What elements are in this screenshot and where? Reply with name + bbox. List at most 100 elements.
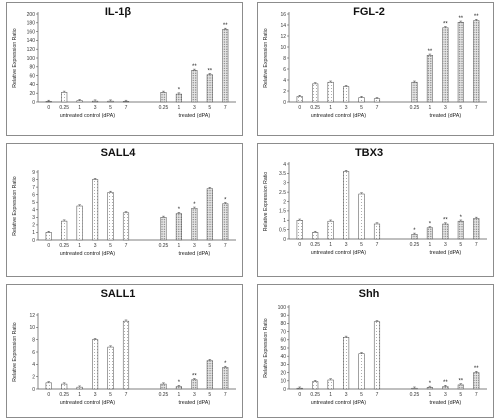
significance-mark: * <box>224 197 227 203</box>
bar <box>312 232 319 240</box>
bar <box>296 220 303 240</box>
y-tick-label: 7 <box>32 185 35 191</box>
y-tick-label: 2 <box>283 199 286 205</box>
chart-title: SALL1 <box>101 288 136 300</box>
bar <box>122 320 130 390</box>
y-tick-label: 60 <box>29 73 35 79</box>
bar <box>61 220 68 241</box>
bar <box>122 212 130 241</box>
bar <box>222 29 229 103</box>
x-tick-label: 5 <box>360 242 363 248</box>
x-tick-label: 5 <box>360 105 363 111</box>
y-tick-label: 20 <box>280 370 286 376</box>
x-tick-label: 7 <box>125 243 128 249</box>
significance-mark: * <box>178 88 181 94</box>
y-tick-label: 1 <box>32 230 35 236</box>
x-tick-label: 7 <box>475 242 478 248</box>
x-tick-label: 3 <box>444 242 447 248</box>
y-tick-label: 3 <box>283 181 286 187</box>
bar <box>442 386 449 390</box>
bar <box>411 234 418 240</box>
y-tick-label: 8 <box>283 56 286 62</box>
y-tick-label: 12 <box>280 34 286 40</box>
x-tick-label: 3 <box>345 392 348 398</box>
chart-panel-3: TBX3 Relative Expression Ratio 0 0.5 1 1.5 2 2.… <box>257 143 494 277</box>
x-tick-label: 7 <box>125 105 128 111</box>
bar <box>411 387 418 390</box>
x-tick-label: 0.25 <box>159 243 169 249</box>
group-label: treated (dPA) <box>430 113 462 119</box>
bar <box>160 383 167 390</box>
y-tick-label: 1 <box>283 218 286 224</box>
y-tick-label: 6 <box>32 350 35 356</box>
y-tick-label: 80 <box>29 65 35 71</box>
bar <box>327 81 334 103</box>
chart-title: TBX3 <box>355 147 383 159</box>
bar <box>358 193 365 240</box>
bar <box>296 96 303 103</box>
x-tick-label: 1 <box>178 243 181 249</box>
bar <box>206 360 213 390</box>
significance-mark: * <box>224 361 227 367</box>
bar <box>61 92 68 103</box>
bar <box>92 100 99 103</box>
x-tick-label: 5 <box>109 243 112 249</box>
x-tick-label: 0.25 <box>59 243 69 249</box>
group-label: untreated control (dPA) <box>311 113 367 119</box>
bar <box>373 223 381 240</box>
bar <box>343 337 350 390</box>
significance-mark: ** <box>223 23 228 29</box>
x-tick-label: 3 <box>94 243 97 249</box>
x-tick-label: 5 <box>360 392 363 398</box>
y-tick-label: 9 <box>32 170 35 176</box>
y-tick-label: 0.5 <box>279 227 286 233</box>
y-tick-label: 160 <box>27 29 36 35</box>
y-tick-label: 100 <box>278 305 287 311</box>
y-tick-label: 6 <box>32 192 35 198</box>
y-tick-label: 1.5 <box>279 209 286 215</box>
bar <box>457 22 464 103</box>
y-tick-label: 140 <box>27 38 36 44</box>
x-tick-label: 3 <box>193 243 196 249</box>
x-tick-label: 5 <box>208 243 211 249</box>
significance-mark: * <box>429 221 432 227</box>
y-tick-label: 8 <box>32 337 35 343</box>
y-tick-label: 8 <box>32 177 35 183</box>
y-axis-label: Relative Expression Ratio <box>12 28 18 88</box>
significance-mark: ** <box>458 16 463 22</box>
group-label: untreated control (dPA) <box>60 113 116 119</box>
y-tick-label: 3 <box>32 215 35 221</box>
bar <box>175 213 182 241</box>
group-label: treated (dPA) <box>430 400 462 406</box>
x-tick-label: 3 <box>193 105 196 111</box>
bar <box>191 379 198 390</box>
chart-title: FGL-2 <box>353 6 385 18</box>
x-tick-label: 0 <box>47 243 50 249</box>
bar <box>76 205 83 241</box>
bar <box>373 321 381 390</box>
bar <box>45 101 52 103</box>
x-tick-label: 7 <box>125 392 128 398</box>
y-tick-label: 40 <box>29 82 35 88</box>
x-tick-label: 1 <box>78 392 81 398</box>
x-tick-label: 0.25 <box>410 242 420 248</box>
bar <box>175 386 182 390</box>
x-tick-label: 0 <box>47 105 50 111</box>
y-tick-label: 14 <box>280 23 286 29</box>
x-tick-label: 1 <box>178 392 181 398</box>
x-tick-label: 1 <box>78 243 81 249</box>
significance-mark: ** <box>207 68 212 74</box>
x-tick-label: 1 <box>78 105 81 111</box>
bar <box>457 220 464 240</box>
bar <box>473 218 480 240</box>
x-tick-label: 7 <box>224 392 227 398</box>
bar <box>107 192 114 241</box>
x-tick-label: 3 <box>193 392 196 398</box>
bar <box>222 367 229 390</box>
x-tick-label: 3 <box>444 392 447 398</box>
y-tick-label: 4 <box>32 208 35 214</box>
bar <box>457 384 464 390</box>
